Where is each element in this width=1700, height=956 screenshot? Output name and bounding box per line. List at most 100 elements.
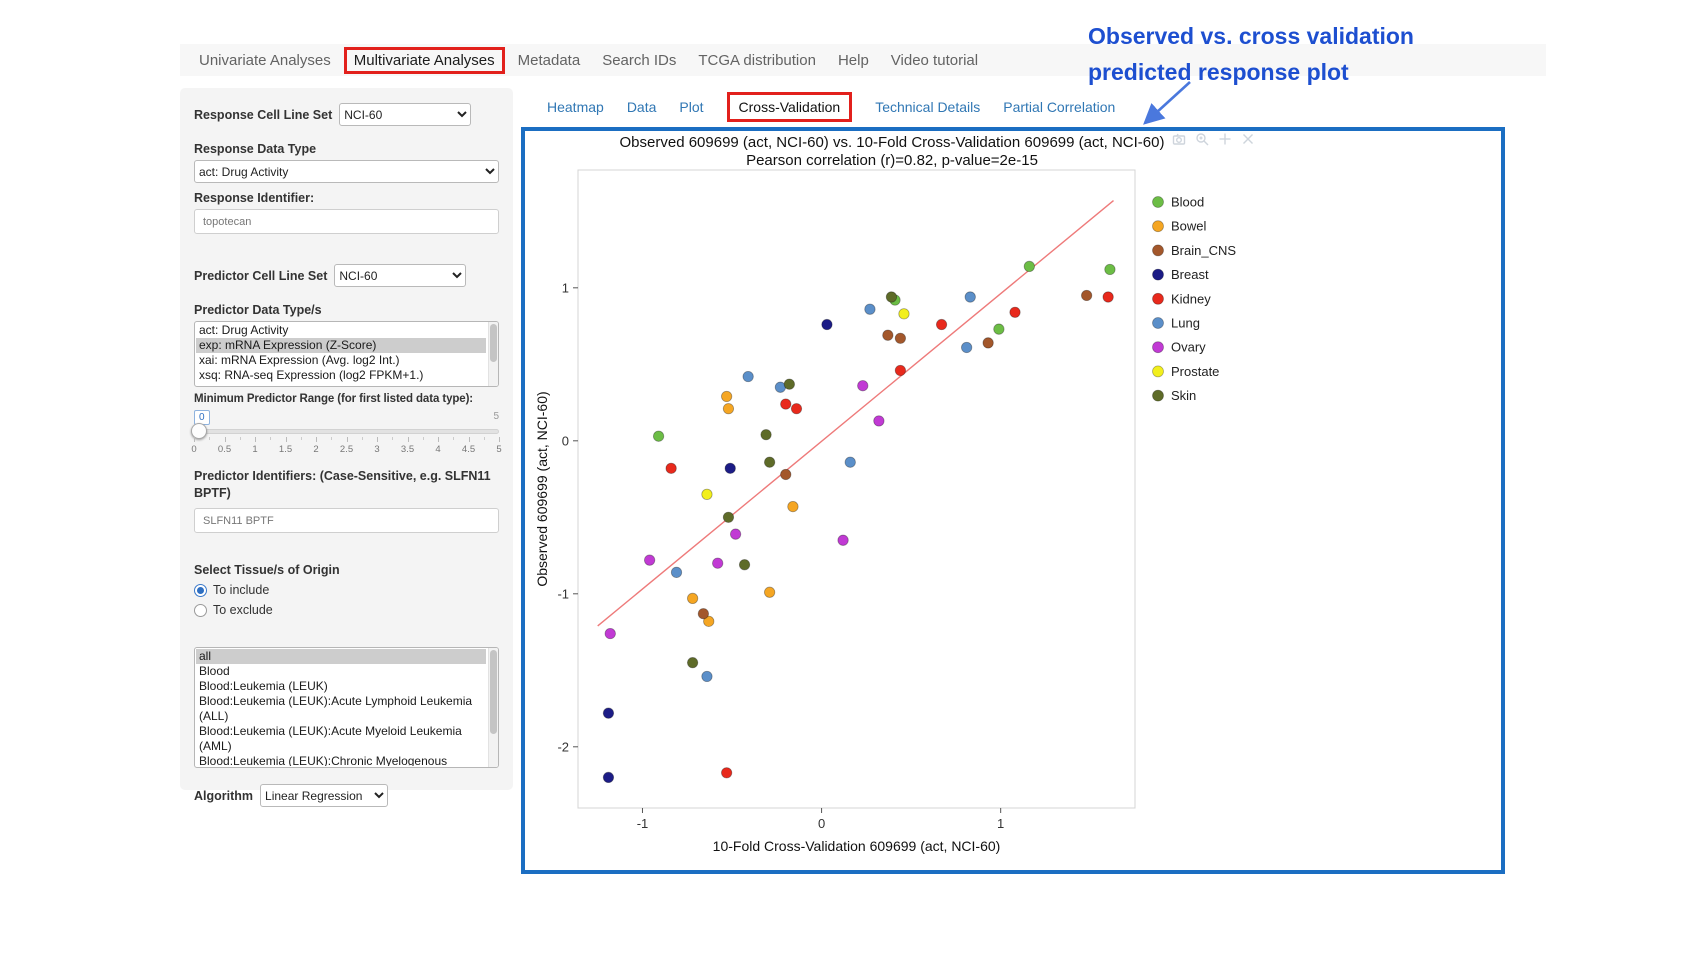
data-point-skin[interactable] — [722, 511, 735, 523]
nav-tab-univariate-analyses[interactable]: Univariate Analyses — [199, 51, 331, 69]
predictor-identifiers-input[interactable] — [194, 508, 499, 533]
legend-dot-brain-cns[interactable] — [1152, 244, 1164, 257]
data-point-bowel[interactable] — [703, 615, 715, 627]
legend-dot-blood[interactable] — [1152, 196, 1164, 208]
radio-button-icon[interactable] — [194, 603, 207, 617]
nav-tab-metadata[interactable]: Metadata — [517, 51, 581, 69]
list-option[interactable]: exp: mRNA Expression (Z-Score) — [196, 338, 486, 353]
data-point-blood[interactable] — [1023, 260, 1035, 272]
slider-track[interactable] — [194, 429, 499, 434]
data-point-ovary[interactable] — [604, 627, 616, 640]
list-option[interactable]: Blood — [199, 664, 230, 678]
data-point-kidney[interactable] — [935, 318, 948, 331]
data-point-bowel[interactable] — [721, 390, 733, 403]
legend-dot-lung[interactable] — [1152, 317, 1164, 329]
list-option[interactable]: Blood:Leukemia (LEUK):Chronic Myelogenou… — [199, 754, 448, 766]
nav-tab-search-ids[interactable]: Search IDs — [602, 51, 677, 69]
data-point-prostate[interactable] — [701, 488, 713, 500]
legend-label-ovary[interactable]: Ovary — [1171, 340, 1206, 355]
nav-tab-multivariate-analyses[interactable]: Multivariate Analyses — [343, 46, 505, 74]
data-point-kidney[interactable] — [894, 364, 906, 377]
data-point-ovary[interactable] — [873, 415, 885, 427]
data-point-breast[interactable] — [602, 771, 615, 784]
nav-tab-video-tutorial[interactable]: Video tutorial — [890, 51, 979, 69]
legend-dot-kidney[interactable] — [1152, 292, 1164, 305]
legend-label-blood[interactable]: Blood — [1171, 195, 1204, 210]
subtab-technical-details[interactable]: Technical Details — [875, 99, 981, 115]
data-point-brain-cns[interactable] — [882, 329, 894, 341]
list-option[interactable]: Blood:Leukemia (LEUK):Acute Myeloid Leuk… — [199, 724, 462, 753]
predictor-cell-line-set-select[interactable]: NCI-60 — [334, 264, 467, 287]
data-point-skin[interactable] — [764, 456, 776, 468]
data-point-ovary[interactable] — [837, 534, 849, 546]
legend-label-kidney[interactable]: Kidney — [1171, 291, 1211, 306]
data-point-breast[interactable] — [724, 462, 736, 474]
data-point-skin[interactable] — [760, 429, 772, 441]
radio-button-icon[interactable] — [194, 583, 207, 597]
legend-dot-ovary[interactable] — [1152, 341, 1164, 354]
data-point-brain-cns[interactable] — [894, 332, 906, 344]
list-option[interactable]: Blood:Leukemia (LEUK):Acute Lymphoid Leu… — [199, 694, 473, 723]
data-point-blood[interactable] — [652, 430, 665, 442]
data-point-brain-cns[interactable] — [1081, 289, 1093, 302]
response-data-type-select[interactable]: act: Drug Activity — [194, 160, 499, 183]
data-point-skin[interactable] — [885, 291, 898, 303]
predictor-list-scrollbar[interactable] — [488, 322, 498, 386]
data-point-breast[interactable] — [821, 318, 833, 331]
data-point-bowel[interactable] — [764, 586, 776, 598]
data-point-lung[interactable] — [864, 303, 876, 315]
data-point-bowel[interactable] — [787, 500, 799, 513]
legend-label-skin[interactable]: Skin — [1171, 388, 1196, 403]
zoom-in-icon[interactable] — [1195, 132, 1209, 146]
pan-icon[interactable] — [1218, 132, 1232, 146]
slider-handle[interactable] — [191, 423, 207, 439]
tissue-list[interactable]: all Blood Blood:Leukemia (LEUK) Blood:Leuke… — [194, 647, 499, 768]
data-point-kidney[interactable] — [1009, 306, 1021, 318]
min-predictor-range-slider[interactable]: 0 5 0 0.5 1 1.5 2 2.5 3 3.5 4 4.5 5 — [191, 410, 502, 460]
nav-tab-tcga-distribution[interactable]: TCGA distribution — [698, 51, 816, 69]
list-option[interactable]: xsq: RNA-seq Expression (log2 FPKM+1.) — [199, 368, 424, 382]
data-point-ovary[interactable] — [857, 380, 869, 392]
data-point-ovary[interactable] — [730, 528, 742, 540]
data-point-kidney[interactable] — [665, 462, 677, 474]
response-identifier-input[interactable] — [194, 209, 499, 234]
data-point-brain-cns[interactable] — [780, 468, 792, 481]
close-icon[interactable] — [1241, 132, 1255, 146]
list-option[interactable]: Blood:Leukemia (LEUK) — [199, 679, 328, 693]
predictor-data-type-list[interactable]: act: Drug Activity exp: mRNA Expression (… — [194, 321, 499, 387]
data-point-bowel[interactable] — [687, 592, 699, 604]
data-point-lung[interactable] — [742, 370, 754, 383]
data-point-lung[interactable] — [964, 291, 976, 303]
data-point-skin[interactable] — [687, 657, 699, 669]
legend-label-prostate[interactable]: Prostate — [1171, 364, 1219, 379]
legend-label-lung[interactable]: Lung — [1171, 316, 1200, 331]
data-point-breast[interactable] — [602, 707, 615, 719]
data-point-lung[interactable] — [670, 566, 683, 578]
data-point-kidney[interactable] — [780, 398, 792, 410]
subtab-heatmap[interactable]: Heatmap — [547, 99, 604, 115]
list-option[interactable]: xai: mRNA Expression (Avg. log2 Int.) — [199, 353, 400, 367]
data-point-lung[interactable] — [961, 341, 973, 354]
data-point-blood[interactable] — [993, 323, 1005, 335]
legend-dot-breast[interactable] — [1152, 268, 1164, 281]
data-point-kidney[interactable] — [790, 403, 803, 415]
data-point-ovary[interactable] — [644, 554, 656, 566]
data-point-prostate[interactable] — [898, 308, 910, 320]
data-point-brain-cns[interactable] — [697, 608, 709, 620]
camera-icon[interactable] — [1172, 132, 1186, 146]
subtab-partial-correlation[interactable]: Partial Correlation — [1003, 99, 1116, 115]
nav-tab-help[interactable]: Help — [837, 51, 869, 69]
data-point-lung[interactable] — [701, 670, 713, 683]
radio-to-include[interactable]: To include — [194, 583, 499, 597]
data-point-skin[interactable] — [738, 559, 751, 571]
data-point-blood[interactable] — [1104, 263, 1116, 276]
list-option[interactable]: all — [196, 649, 486, 664]
data-point-bowel[interactable] — [722, 403, 735, 415]
data-point-kidney[interactable] — [721, 767, 733, 779]
subtab-cross-validation[interactable]: Cross-Validation — [726, 92, 853, 122]
legend-label-breast[interactable]: Breast — [1171, 267, 1209, 282]
legend-dot-bowel[interactable] — [1152, 220, 1164, 233]
algorithm-select[interactable]: Linear Regression — [260, 784, 389, 807]
tissue-list-scrollbar[interactable] — [488, 648, 498, 767]
radio-to-exclude[interactable]: To exclude — [194, 603, 499, 617]
